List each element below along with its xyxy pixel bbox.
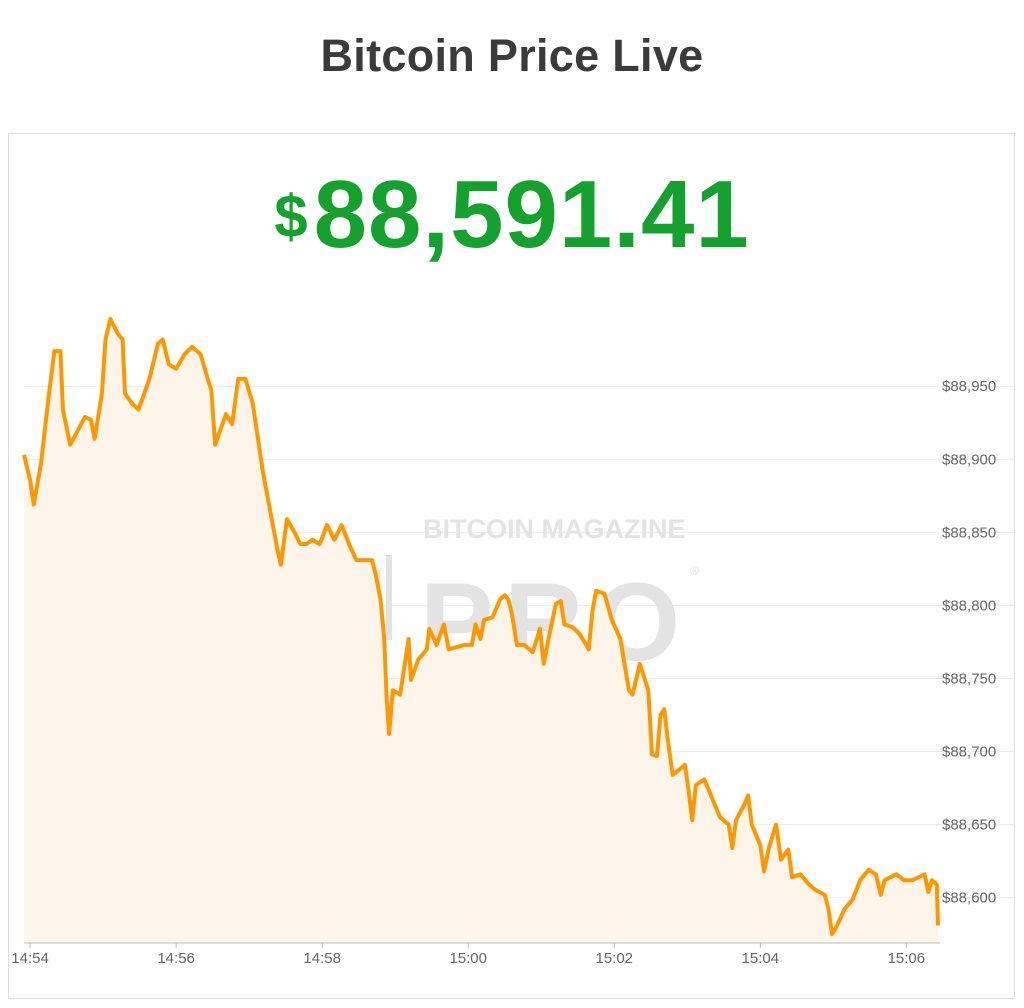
y-tick-label: $88,750	[942, 670, 996, 687]
live-price: $88,591.41	[0, 160, 1024, 270]
y-tick-label: $88,900	[942, 451, 996, 468]
y-tick-label: $88,950	[942, 378, 996, 395]
x-axis: 14:54 14:56 14:58 15:00 15:02 15:04 15:06	[11, 943, 925, 967]
page-title: Bitcoin Price Live	[320, 30, 704, 81]
y-tick-label: $88,600	[942, 890, 996, 907]
x-tick-label: 14:58	[303, 950, 341, 967]
y-tick-label: $88,850	[942, 524, 996, 541]
price-area-fill	[24, 319, 938, 943]
price-value: 88,591.41	[313, 161, 750, 268]
currency-symbol: $	[274, 183, 308, 250]
x-tick-label: 15:04	[742, 950, 780, 967]
y-tick-label: $88,700	[942, 744, 996, 761]
x-tick-label: 15:06	[888, 950, 926, 967]
y-axis: $88,600 $88,650 $88,700 $88,750 $88,800 $88,8…	[942, 378, 996, 906]
y-tick-label: $88,800	[942, 597, 996, 614]
x-tick-label: 14:56	[157, 950, 195, 967]
x-tick-label: 15:00	[449, 950, 487, 967]
y-tick-label: $88,650	[942, 817, 996, 834]
chart-card	[8, 133, 1015, 999]
x-tick-label: 14:54	[11, 950, 49, 967]
x-tick-label: 15:02	[595, 950, 633, 967]
watermark-line1: BITCOIN MAGAZINE	[423, 514, 686, 544]
watermark-registered: ®	[690, 564, 699, 578]
price-line	[22, 317, 940, 937]
